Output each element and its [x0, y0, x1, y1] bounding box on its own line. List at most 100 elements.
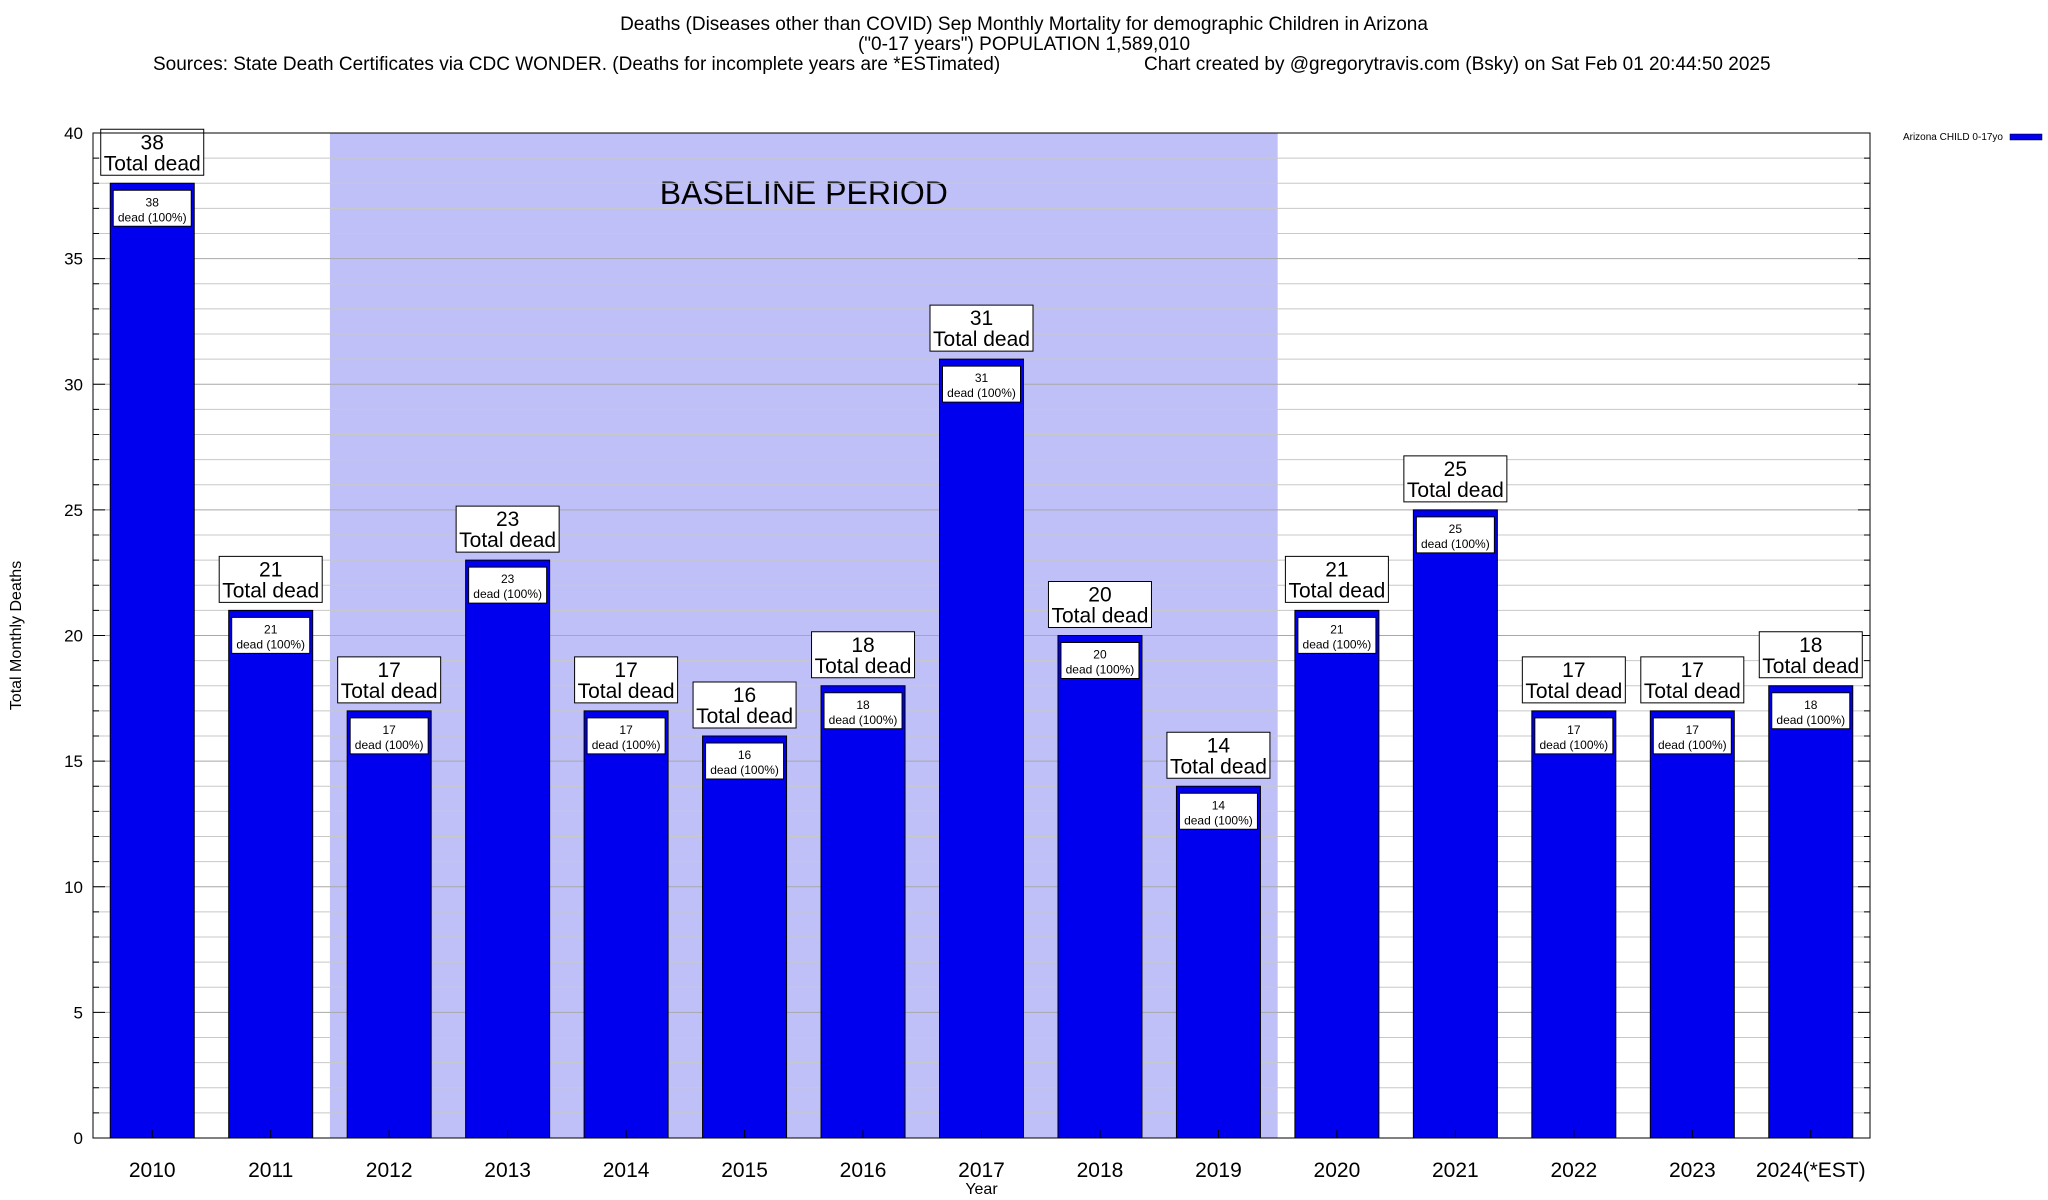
total-label-value: 17	[614, 659, 637, 682]
inner-label-text: dead (100%)	[1658, 738, 1727, 752]
total-label-text: Total dead	[341, 680, 438, 703]
inner-label-box	[942, 365, 1021, 403]
chart-subtitle: ("0-17 years") POPULATION 1,589,010	[857, 34, 1191, 55]
total-label-box	[1166, 731, 1271, 779]
bar-2016	[820, 685, 906, 1139]
total-label-box	[218, 555, 323, 603]
x-tick-label: 2015	[721, 1159, 768, 1182]
inner-label-box	[112, 189, 192, 227]
total-label-box	[574, 656, 679, 704]
total-label-text: Total dead	[1170, 755, 1267, 778]
inner-label-value: 18	[856, 698, 870, 712]
total-label-value: 31	[970, 307, 993, 330]
inner-label-box	[349, 717, 429, 755]
inner-label-text: dead (100%)	[1066, 663, 1135, 677]
total-label-box	[811, 631, 916, 679]
inner-label-value: 16	[738, 748, 752, 762]
inner-label-text: dead (100%)	[1539, 738, 1608, 752]
legend-label: Arizona CHILD 0-17yo	[1903, 132, 2003, 143]
inner-label-value: 14	[1212, 798, 1226, 812]
inner-label-value: 23	[501, 572, 515, 586]
total-label-text: Total dead	[696, 705, 793, 728]
total-label-text: Total dead	[933, 328, 1030, 351]
y-tick-label: 30	[64, 375, 83, 394]
inner-label-box	[1297, 616, 1377, 654]
x-tick-label: 2024(*EST)	[1756, 1159, 1866, 1182]
inner-label-text: dead (100%)	[236, 637, 305, 651]
total-label-box	[1521, 656, 1626, 704]
bar-2011	[228, 609, 314, 1139]
total-label-value: 18	[851, 634, 874, 657]
total-label-text: Total dead	[815, 655, 912, 678]
total-label-value: 21	[1325, 558, 1348, 581]
y-tick-label: 5	[74, 1003, 83, 1022]
total-label-box	[337, 656, 442, 704]
bar-2010	[109, 182, 195, 1139]
inner-label-text: dead (100%)	[592, 738, 661, 752]
bar-2024(*EST)	[1768, 685, 1854, 1139]
inner-label-value: 25	[1449, 522, 1463, 536]
chart-sources: Sources: State Death Certificates via CD…	[153, 54, 1001, 75]
inner-label-box	[586, 717, 666, 755]
inner-label-box	[1652, 717, 1732, 755]
inner-label-text: dead (100%)	[473, 587, 542, 601]
total-label-box	[692, 681, 797, 729]
inner-label-box	[1178, 792, 1258, 830]
total-label-box	[929, 304, 1034, 352]
total-label-value: 16	[733, 684, 756, 707]
inner-label-value: 18	[1804, 698, 1818, 712]
total-label-text: Total dead	[1288, 579, 1385, 602]
total-label-value: 38	[141, 131, 164, 154]
x-tick-label: 2014	[603, 1159, 650, 1182]
total-label-value: 18	[1799, 634, 1822, 657]
inner-label-text: dead (100%)	[1776, 713, 1845, 727]
inner-label-text: dead (100%)	[1421, 537, 1490, 551]
y-tick-label: 10	[64, 878, 83, 897]
total-label-text: Total dead	[1762, 655, 1859, 678]
bar-2014	[583, 710, 669, 1139]
total-label-text: Total dead	[104, 152, 201, 175]
baseline-label: BASELINE PERIOD	[660, 175, 948, 211]
bar-2023	[1649, 710, 1735, 1139]
inner-label-box	[231, 616, 311, 654]
x-tick-label: 2023	[1669, 1159, 1716, 1182]
total-label-box	[1047, 581, 1152, 628]
x-tick-label: 2010	[129, 1159, 176, 1182]
inner-label-text: dead (100%)	[118, 210, 187, 224]
x-axis-label: Year	[965, 1181, 998, 1198]
chart-header: Deaths (Diseases other than COVID) Sep M…	[0, 0, 2048, 90]
y-tick-label: 25	[64, 501, 83, 520]
total-label-value: 20	[1088, 584, 1111, 607]
total-label-text: Total dead	[1525, 680, 1622, 703]
inner-label-value: 17	[1567, 723, 1581, 737]
inner-label-value: 20	[1093, 648, 1107, 662]
bar-2021	[1412, 509, 1498, 1139]
total-label-box	[1640, 656, 1745, 704]
inner-label-value: 17	[619, 723, 633, 737]
total-label-text: Total dead	[459, 529, 556, 552]
x-tick-label: 2012	[366, 1159, 413, 1182]
x-tick-label: 2022	[1550, 1159, 1597, 1182]
inner-label-value: 31	[975, 371, 989, 385]
x-tick-label: 2018	[1077, 1159, 1124, 1182]
inner-label-value: 17	[382, 723, 396, 737]
y-tick-label: 15	[64, 752, 83, 771]
total-label-text: Total dead	[578, 680, 675, 703]
total-label-value: 14	[1207, 734, 1231, 757]
inner-label-box	[705, 742, 785, 780]
total-label-box	[455, 505, 560, 553]
inner-label-value: 17	[1686, 723, 1700, 737]
total-label-text: Total dead	[222, 579, 319, 602]
inner-label-value: 21	[264, 622, 278, 636]
y-axis-label: Total Monthly Deaths	[8, 561, 25, 710]
inner-label-text: dead (100%)	[355, 738, 424, 752]
inner-label-text: dead (100%)	[947, 386, 1016, 400]
total-label-value: 17	[377, 659, 400, 682]
total-label-value: 25	[1444, 458, 1467, 481]
bar-2017	[939, 358, 1024, 1139]
inner-label-box	[1060, 642, 1140, 679]
inner-label-box	[1415, 516, 1495, 554]
total-label-value: 21	[259, 558, 282, 581]
y-tick-label: 40	[64, 124, 83, 143]
